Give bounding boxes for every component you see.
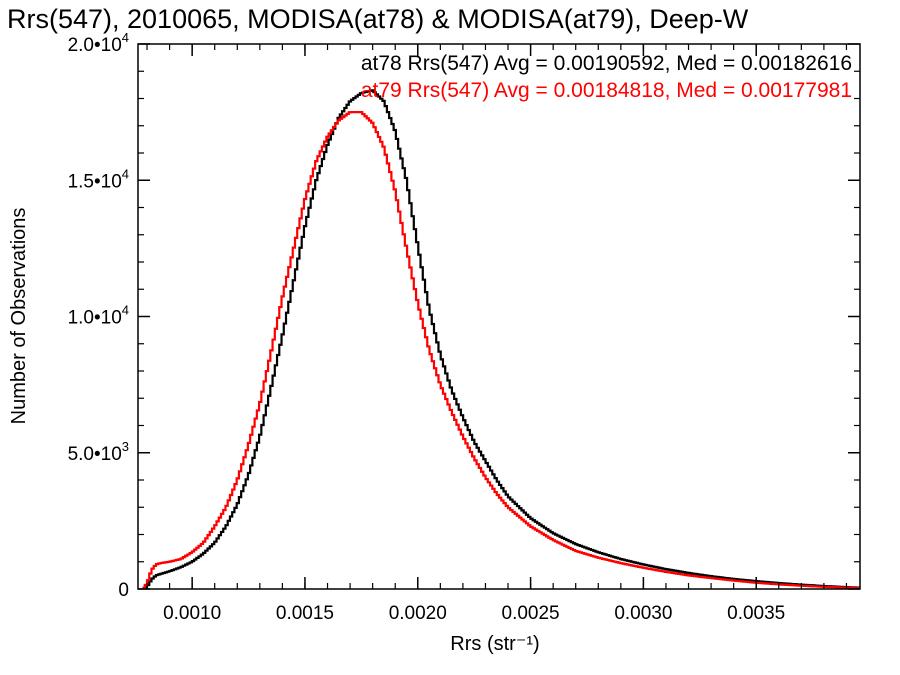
x-tick-label: 0.0030 (614, 603, 672, 624)
plot-frame (137, 43, 861, 590)
x-tick-label: 0.0025 (502, 603, 560, 624)
y-axis-label: Number of Observations (8, 208, 30, 425)
y-tick-label: 0 (118, 580, 129, 601)
y-tick-label: 1.5•104 (68, 166, 129, 192)
series-line-0 (142, 89, 860, 590)
x-tick-label: 0.0035 (727, 603, 785, 624)
x-axis: 0.0010 0.0015 0.0020 0.0025 0.0030 0.0035 (146, 44, 848, 624)
y-tick-label: 1.0•104 (68, 303, 129, 329)
series-line-1 (142, 111, 860, 589)
series-layer (142, 89, 860, 590)
chart-title: Rrs(547), 2010065, MODISA(at78) & MODISA… (7, 4, 749, 34)
y-axis: 0 5.0•103 1.0•104 1.5•104 2.0•104 (68, 30, 860, 601)
y-tick-label: 5.0•103 (68, 439, 129, 465)
legend-entry-at78: at78 Rrs(547) Avg = 0.00190592, Med = 0.… (361, 52, 852, 75)
x-tick-label: 0.0020 (389, 603, 447, 624)
x-axis-label: Rrs (str⁻¹) (450, 633, 539, 655)
x-tick-label: 0.0010 (163, 603, 221, 624)
legend-entry-at79: at79 Rrs(547) Avg = 0.00184818, Med = 0.… (361, 79, 852, 102)
x-tick-label: 0.0015 (276, 603, 334, 624)
y-tick-label: 2.0•104 (68, 30, 129, 56)
